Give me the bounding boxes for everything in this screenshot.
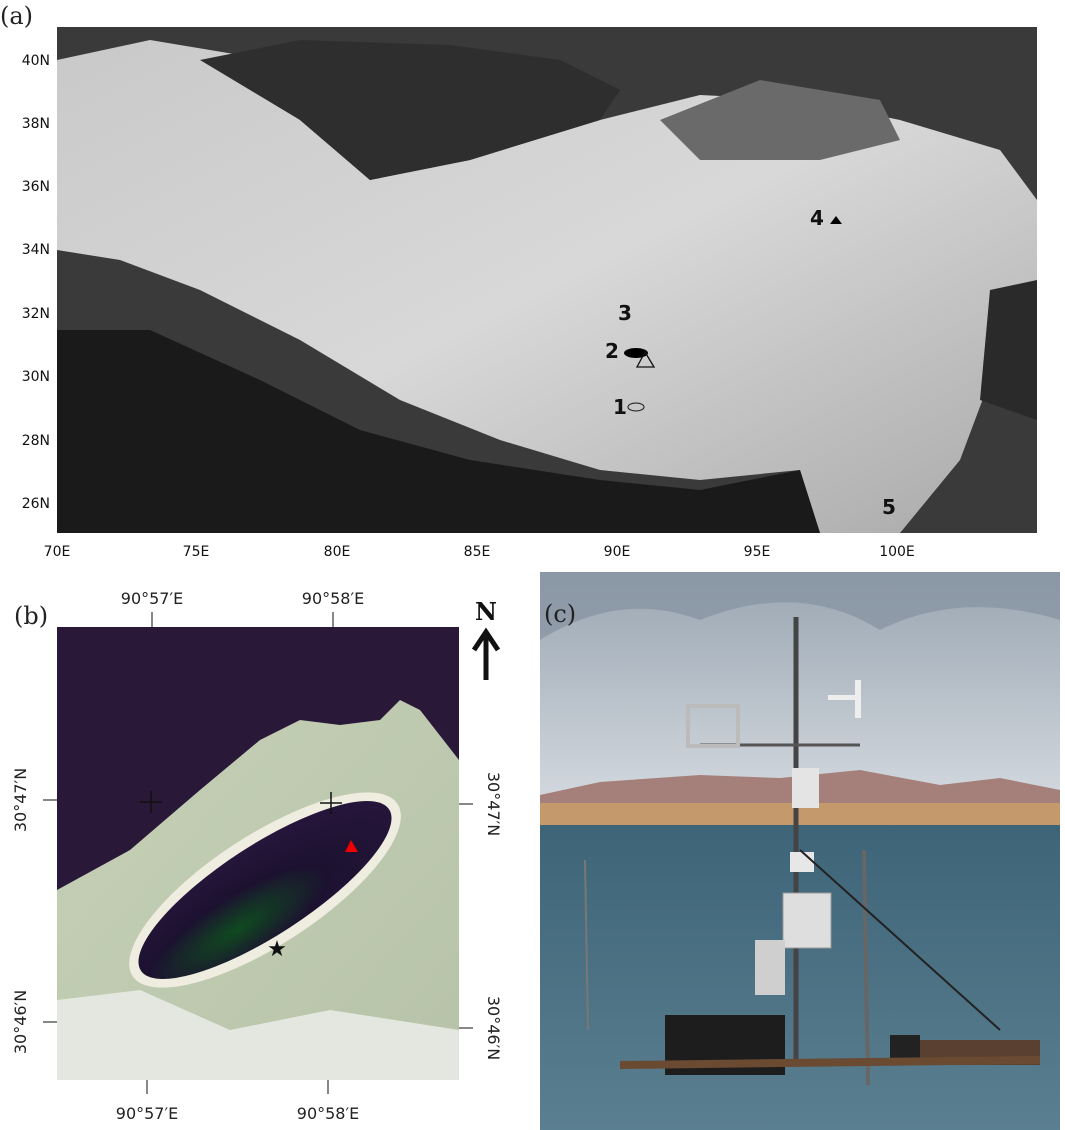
- lon-label: 100E: [879, 544, 915, 560]
- lon-label: 80E: [324, 544, 351, 560]
- lon-label: 85E: [464, 544, 491, 560]
- site-label: 2: [605, 339, 619, 363]
- lat-label: 34N: [22, 242, 50, 258]
- lon-label: 75E: [183, 544, 210, 560]
- panel-c: (c): [540, 572, 1060, 1130]
- lat-label: 38N: [22, 116, 50, 132]
- lat-labels: 40N 38N 36N 34N 32N 30N 28N 26N: [22, 53, 50, 512]
- site-label: 1: [613, 395, 627, 419]
- lon-label: 70E: [44, 544, 71, 560]
- lat-label: 30N: [22, 369, 50, 385]
- lon-label: 90°57′E: [116, 1104, 178, 1123]
- lat-label: 30°46′N: [484, 996, 503, 1060]
- lat-label: 36N: [22, 179, 50, 195]
- panel-label: (a): [0, 2, 33, 30]
- site-label: 5: [882, 495, 896, 519]
- lon-label: 90°58′E: [302, 589, 364, 608]
- north-arrow: [474, 632, 498, 680]
- panel-label: (b): [14, 602, 48, 630]
- lon-label: 90E: [604, 544, 631, 560]
- lon-label: 90°57′E: [121, 589, 183, 608]
- lat-label: 30°47′N: [11, 768, 30, 832]
- site-label: 3: [618, 301, 632, 325]
- lon-labels: 70E 75E 80E 85E 90E 95E 100E: [44, 544, 915, 560]
- lon-label: 95E: [744, 544, 771, 560]
- panel-b: ★ (b) 90°57′E 90°58′E 90°57′E 90°58′E 30…: [11, 589, 503, 1123]
- panel-a: (a) 40N 38N 36N 34N 32N 30N 28N 26N 70E …: [0, 2, 1037, 560]
- lat-label: 40N: [22, 53, 50, 69]
- lat-label: 32N: [22, 306, 50, 322]
- lat-label: 30°47′N: [484, 772, 503, 836]
- lat-label: 28N: [22, 433, 50, 449]
- north-label: N: [475, 597, 497, 626]
- site-label: 4: [810, 206, 824, 230]
- lat-label: 30°46′N: [11, 990, 30, 1054]
- panel-label: (c): [544, 600, 576, 628]
- figure: (a) 40N 38N 36N 34N 32N 30N 28N 26N 70E …: [0, 0, 1065, 1130]
- lat-label: 26N: [22, 496, 50, 512]
- lon-label: 90°58′E: [297, 1104, 359, 1123]
- star-marker: ★: [267, 937, 287, 962]
